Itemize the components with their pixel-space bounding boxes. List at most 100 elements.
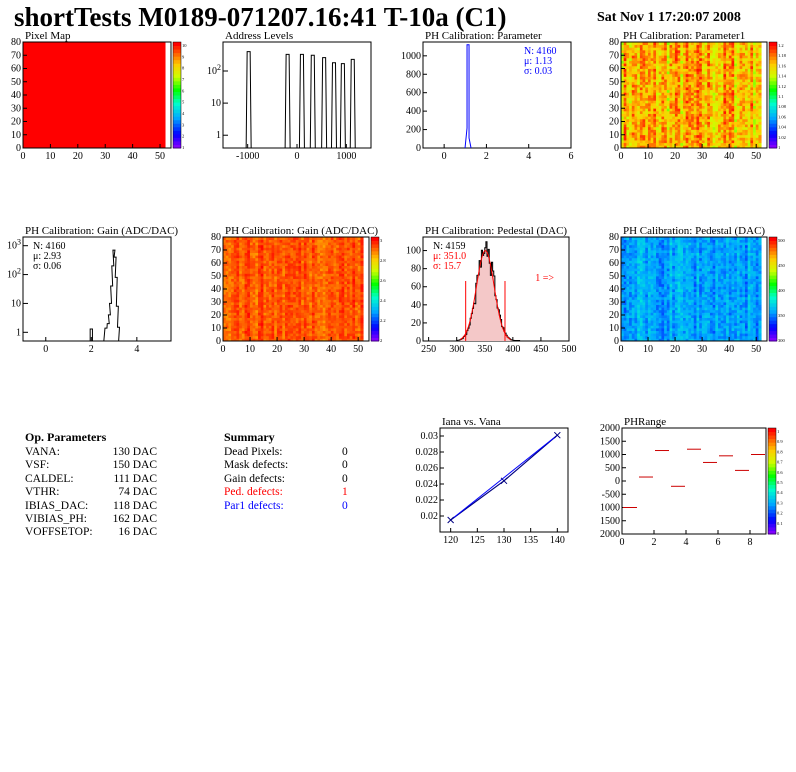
heatmap-cell [736, 121, 740, 125]
heatmap-cell [736, 47, 740, 51]
heatmap-cell [266, 257, 270, 261]
heatmap-cell [645, 95, 649, 99]
heatmap-cell [680, 108, 684, 112]
heatmap-cell [626, 52, 630, 56]
heatmap-cell [328, 325, 332, 329]
heatmap-cell [664, 121, 668, 125]
heatmap-cell [753, 142, 757, 146]
heatmap-cell [341, 244, 345, 248]
heatmap-cell [634, 281, 638, 285]
heatmap-cell [661, 145, 665, 149]
heatmap-cell [239, 289, 243, 292]
heatmap-cell [306, 291, 310, 295]
heatmap-cell [349, 322, 353, 326]
heatmap-cell [664, 73, 668, 77]
heatmap-cell [682, 89, 687, 93]
heatmap-cell [674, 52, 679, 56]
heatmap-cell [747, 124, 751, 128]
heatmap-cell [293, 307, 297, 311]
heatmap-cell [352, 276, 356, 279]
heatmap-cell [728, 49, 732, 53]
heatmap-cell [753, 73, 757, 77]
heatmap-cell [661, 100, 665, 104]
plot-frame [22, 236, 172, 342]
heatmap-cell [629, 89, 633, 93]
heatmap-cell [747, 55, 751, 59]
heatmap-cell [268, 239, 272, 243]
heatmap-cell [728, 100, 732, 104]
heatmap-cell [255, 335, 259, 339]
heatmap-cell [639, 302, 643, 305]
heatmap-cell [674, 137, 679, 141]
heatmap-cell [255, 325, 259, 329]
heatmap-cell [699, 108, 703, 112]
heatmap-cell [753, 52, 757, 56]
colorbar-label: 2.8 [380, 258, 386, 263]
heatmap-cell [639, 263, 643, 266]
heatmap-cell [688, 142, 692, 146]
heatmap-cell [284, 286, 289, 290]
heatmap-cell [236, 291, 240, 295]
histogram-outlier [89, 328, 93, 341]
heatmap-cell [360, 325, 364, 329]
heatmap-cell [650, 126, 654, 130]
heatmap-cell [357, 265, 361, 269]
heatmap-cell [747, 145, 751, 149]
heatmap-cell [263, 322, 267, 326]
heatmap-cell [336, 263, 340, 266]
heatmap-cell [637, 278, 641, 282]
heatmap-cell [653, 286, 657, 290]
heatmap-cell [325, 320, 329, 324]
heatmap-cell [639, 278, 643, 282]
heatmap-cell [723, 81, 727, 85]
heatmap-cell [284, 291, 289, 295]
heatmap-cell [276, 257, 281, 261]
heatmap-cell [645, 260, 649, 264]
heatmap-cell [637, 47, 641, 51]
heatmap-cell [346, 333, 351, 337]
heatmap-cell [653, 100, 657, 104]
heatmap-cell [736, 44, 740, 48]
heatmap-cell [344, 317, 348, 321]
heatmap-cell [629, 320, 633, 324]
heatmap-cell [287, 299, 291, 303]
heatmap-cell [276, 255, 281, 259]
heatmap-cell [666, 129, 670, 133]
heatmap-cell [228, 312, 232, 316]
heatmap-cell [349, 320, 353, 324]
heatmap-cell [333, 322, 337, 326]
heatmap-cell [626, 291, 630, 295]
heatmap-cell [634, 65, 638, 69]
heatmap-cell [650, 237, 654, 240]
heatmap-cell [266, 307, 270, 311]
heatmap-cell [758, 84, 762, 88]
heatmap-cell [750, 113, 754, 117]
heatmap-cell [626, 134, 630, 138]
heatmap-cell [677, 105, 681, 109]
heatmap-cell [309, 338, 313, 342]
heatmap-cell [680, 102, 684, 106]
heatmap-cell [279, 263, 283, 266]
heatmap-cell [306, 237, 310, 240]
heatmap-cell [295, 291, 299, 295]
heatmap-cell [637, 257, 641, 261]
heatmap-cell [747, 84, 751, 88]
heatmap-cell [271, 276, 275, 279]
heatmap-cell [744, 42, 749, 46]
heatmap-cell [712, 79, 716, 83]
heatmap-cell [626, 55, 630, 59]
heatmap-cell [352, 315, 356, 318]
heatmap-cell [360, 276, 364, 279]
heatmap-cell [642, 97, 646, 101]
heatmap-cell [276, 338, 281, 342]
heatmap-cell [631, 247, 635, 251]
heatmap-cell [338, 276, 342, 279]
heatmap-cell [287, 335, 291, 339]
heatmap-cell [626, 255, 630, 259]
heatmap-cell [642, 124, 646, 128]
heatmap-cell [629, 129, 633, 133]
heatmap-cell [336, 299, 340, 303]
heatmap-cell [309, 296, 313, 300]
heatmap-cell [647, 268, 652, 272]
heatmap-cell [225, 309, 229, 313]
